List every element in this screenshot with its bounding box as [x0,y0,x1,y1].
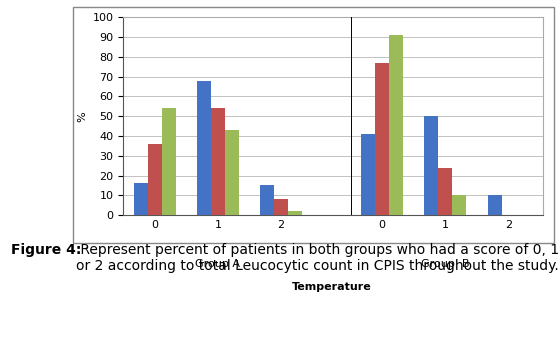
Bar [488,195,502,215]
Bar [452,195,466,215]
Bar [162,108,176,215]
Bar [389,35,403,215]
Bar [274,199,288,215]
Bar [211,108,225,215]
Bar [260,185,274,215]
Bar [288,211,302,215]
Bar [197,81,211,215]
Text: Represent percent of patients in both groups who had a score of 0, 1 or 2 accord: Represent percent of patients in both gr… [76,243,559,273]
Bar [361,134,375,215]
Bar [225,130,239,215]
Bar [438,168,452,215]
Bar [424,116,438,215]
Text: Group A: Group A [195,259,240,269]
Text: Figure 4:: Figure 4: [11,243,82,257]
Text: Temperature: Temperature [292,282,371,293]
Text: Group  B: Group B [421,259,469,269]
Bar [148,144,162,215]
Bar [375,63,389,215]
Bar [134,184,148,215]
Y-axis label: %: % [77,111,87,121]
